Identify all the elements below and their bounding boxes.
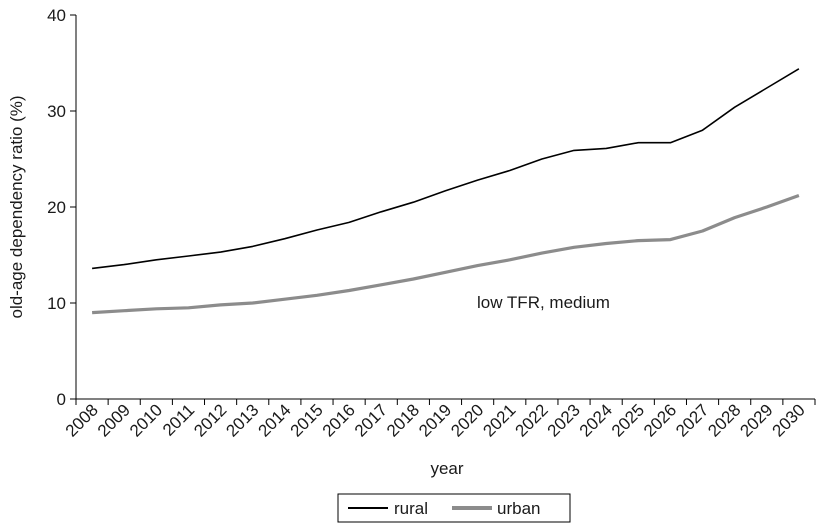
x-tick-label: 2030 [769,400,809,440]
legend-label-rural: rural [394,499,428,518]
x-tick-label: 2014 [254,400,294,440]
x-tick-label: 2026 [640,400,680,440]
x-tick-label: 2013 [222,400,262,440]
x-tick-label: 2021 [479,400,519,440]
series-lines [92,69,799,313]
series-line-rural [92,69,799,269]
x-tick-label: 2025 [608,400,648,440]
x-tick-label: 2015 [287,400,327,440]
x-tick-label: 2020 [447,400,487,440]
x-tick-label: 2012 [190,400,230,440]
x-tick-label: 2027 [672,400,712,440]
chart-annotation: low TFR, medium [477,293,610,312]
y-tick-label: 30 [47,102,66,121]
x-tick-label: 2017 [351,400,391,440]
axes: 0102030402008200920102011201220132014201… [47,6,815,441]
y-axis-title: old-age dependency ratio (%) [7,95,26,318]
x-tick-label: 2011 [159,400,198,439]
x-tick-label: 2018 [383,400,423,440]
x-tick-label: 2023 [544,400,584,440]
x-axis-title: year [430,459,463,478]
x-tick-label: 2008 [62,400,102,440]
x-tick-label: 2022 [512,400,552,440]
x-tick-label: 2024 [576,400,616,440]
y-tick-label: 20 [47,198,66,217]
x-tick-label: 2019 [415,400,455,440]
legend: rural urban [338,494,570,522]
x-tick-label: 2016 [319,400,359,440]
legend-label-urban: urban [497,499,540,518]
y-tick-label: 10 [47,294,66,313]
x-tick-label: 2028 [704,400,744,440]
x-tick-label: 2029 [736,400,776,440]
y-tick-label: 40 [47,6,66,25]
x-tick-label: 2009 [94,400,134,440]
y-tick-label: 0 [57,390,66,409]
x-tick-label: 2010 [126,400,166,440]
